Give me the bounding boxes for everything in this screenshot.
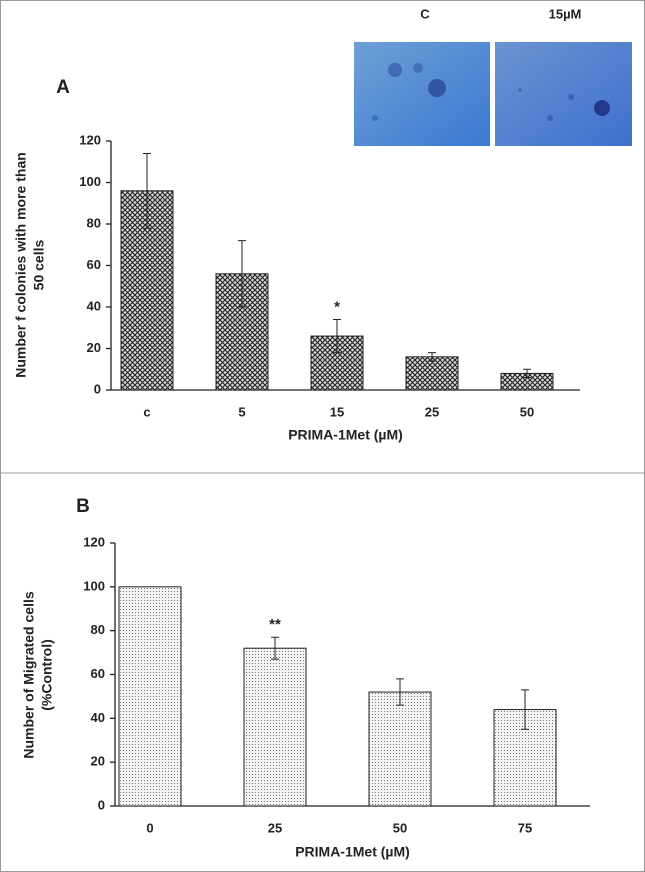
significance-mark: * — [334, 298, 340, 315]
x-tick-label: c — [143, 404, 150, 419]
y-tick-label: 120 — [79, 132, 101, 147]
y-tick-label: 0 — [94, 381, 101, 396]
y-axis-label: Number of Migrated cells — [21, 591, 37, 758]
error-bar — [523, 368, 531, 379]
panel-label: B — [76, 496, 90, 517]
y-axis-label: Number f colonies with more than — [13, 152, 29, 378]
x-tick-label: 50 — [393, 820, 407, 835]
inset-label: 15µM — [549, 6, 582, 21]
error-bar — [238, 240, 246, 308]
error-bar — [143, 152, 151, 229]
x-axis-label: PRIMA-1Met (µM) — [295, 844, 410, 860]
bar — [368, 691, 432, 807]
x-tick-label: 5 — [238, 404, 245, 419]
y-tick-label: 60 — [87, 257, 101, 272]
significance-mark: ** — [269, 616, 281, 633]
x-tick-label: 50 — [520, 404, 534, 419]
bar — [215, 273, 269, 391]
y-tick-label: 40 — [91, 710, 105, 725]
y-tick-label: 60 — [91, 666, 105, 681]
inset-label: C — [420, 6, 430, 21]
error-bar — [521, 689, 529, 730]
y-tick-label: 100 — [79, 174, 101, 189]
x-tick-label: 0 — [146, 820, 153, 835]
x-tick-label: 25 — [425, 404, 439, 419]
panel-label: A — [56, 77, 70, 98]
y-tick-label: 20 — [87, 340, 101, 355]
y-tick-label: 80 — [91, 622, 105, 637]
inset-images — [354, 42, 632, 146]
x-tick-label: 15 — [330, 404, 344, 419]
y-tick-label: 100 — [83, 578, 105, 593]
error-bar — [428, 352, 436, 362]
x-tick-label: 25 — [268, 820, 282, 835]
y-tick-label: 0 — [98, 797, 105, 812]
inset-image — [495, 42, 632, 146]
error-bar — [333, 318, 341, 354]
y-tick-label: 40 — [87, 298, 101, 313]
y-axis-label: 50 cells — [31, 239, 47, 290]
x-tick-label: 75 — [518, 820, 532, 835]
y-tick-label: 80 — [87, 215, 101, 230]
y-tick-label: 20 — [91, 754, 105, 769]
y-tick-label: 120 — [83, 534, 105, 549]
bar — [243, 647, 307, 807]
inset-image — [354, 42, 490, 146]
error-bar — [271, 636, 279, 660]
x-axis-label: PRIMA-1Met (µM) — [288, 427, 403, 443]
error-bar — [396, 678, 404, 706]
bar — [118, 586, 182, 807]
bar — [405, 356, 459, 391]
y-axis-label: (%Control) — [39, 639, 55, 711]
